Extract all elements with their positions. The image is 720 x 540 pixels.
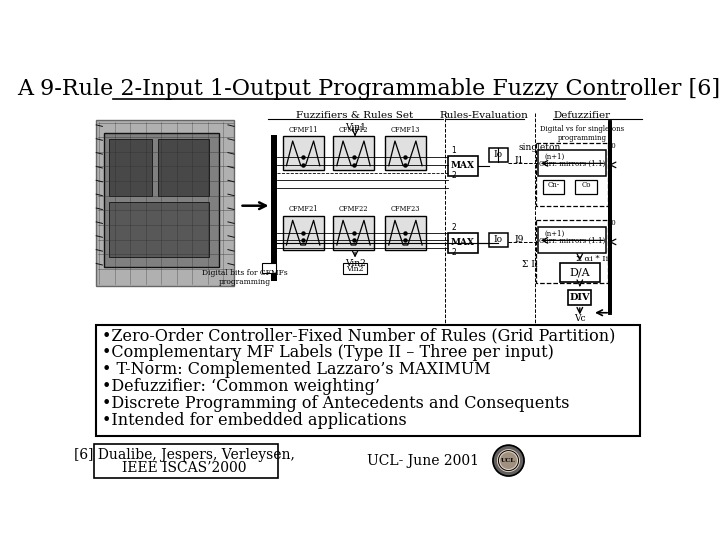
Bar bbox=[343, 264, 366, 274]
Text: (n+1): (n+1) bbox=[544, 230, 564, 238]
Circle shape bbox=[498, 450, 519, 471]
Circle shape bbox=[493, 445, 524, 476]
Text: •Discrete Programming of Antecedents and Consequents: •Discrete Programming of Antecedents and… bbox=[102, 395, 570, 412]
Bar bbox=[448, 233, 477, 253]
Text: Io: Io bbox=[494, 150, 503, 159]
Bar bbox=[333, 215, 374, 249]
Text: UCL- June 2001: UCL- June 2001 bbox=[367, 454, 480, 468]
Text: 2: 2 bbox=[451, 248, 456, 257]
Text: Defuzzifier: Defuzzifier bbox=[554, 111, 611, 120]
Bar bbox=[538, 150, 606, 177]
Text: •Defuzzifier: ‘Common weighting’: •Defuzzifier: ‘Common weighting’ bbox=[102, 378, 380, 395]
Text: I1: I1 bbox=[515, 157, 524, 165]
Bar bbox=[543, 180, 564, 194]
Bar bbox=[568, 289, 591, 305]
Text: CFMF13: CFMF13 bbox=[391, 126, 420, 134]
Text: MAX: MAX bbox=[451, 238, 474, 247]
Bar bbox=[271, 135, 276, 281]
Bar bbox=[158, 139, 209, 197]
FancyBboxPatch shape bbox=[94, 444, 279, 477]
Text: Σ αi * Ii: Σ αi * Ii bbox=[576, 254, 608, 262]
Text: Digital bits for CFMFs
programming: Digital bits for CFMFs programming bbox=[202, 269, 288, 286]
Bar bbox=[262, 264, 276, 273]
Bar bbox=[448, 156, 477, 176]
Text: 2: 2 bbox=[451, 171, 456, 180]
Bar bbox=[489, 148, 508, 162]
Bar bbox=[104, 132, 219, 267]
Bar bbox=[575, 180, 597, 194]
Bar bbox=[489, 233, 508, 247]
Text: Digital vs for singletons
programming: Digital vs for singletons programming bbox=[540, 125, 624, 142]
Text: Co: Co bbox=[581, 181, 590, 189]
Text: Curr. mirrors (1:1): Curr. mirrors (1:1) bbox=[539, 237, 606, 245]
Text: A 9-Rule 2-Input 1-Output Programmable Fuzzy Controller [6]: A 9-Rule 2-Input 1-Output Programmable F… bbox=[17, 78, 720, 100]
Text: DIV: DIV bbox=[570, 293, 590, 302]
Bar bbox=[109, 202, 209, 257]
Text: IEEE ISCAS’2000: IEEE ISCAS’2000 bbox=[122, 461, 247, 475]
Text: D/A: D/A bbox=[570, 268, 590, 278]
Text: •Zero-Order Controller-Fixed Number of Rules (Grid Partition): •Zero-Order Controller-Fixed Number of R… bbox=[102, 327, 616, 345]
FancyBboxPatch shape bbox=[96, 325, 640, 436]
Bar bbox=[282, 215, 324, 249]
Text: MAX: MAX bbox=[451, 161, 474, 170]
Text: Σ Ii: Σ Ii bbox=[522, 260, 538, 268]
Bar bbox=[559, 264, 600, 282]
Text: UCL: UCL bbox=[501, 458, 516, 463]
Text: 1: 1 bbox=[451, 146, 456, 156]
Text: CFMF12: CFMF12 bbox=[338, 126, 368, 134]
Text: Vin1: Vin1 bbox=[345, 123, 366, 132]
Bar bbox=[608, 122, 612, 313]
Text: CFMF21: CFMF21 bbox=[289, 205, 318, 213]
Text: • T-Norm: Complemented Lazzaro’s MAXIMUM: • T-Norm: Complemented Lazzaro’s MAXIMUM bbox=[102, 361, 491, 378]
Text: Io: Io bbox=[494, 235, 503, 244]
Text: I9: I9 bbox=[515, 235, 524, 244]
Text: (n+1): (n+1) bbox=[544, 153, 564, 161]
Bar bbox=[385, 215, 426, 249]
Text: Curr. mirrors (1:1): Curr. mirrors (1:1) bbox=[539, 159, 606, 167]
Text: •Intended for embedded applications: •Intended for embedded applications bbox=[102, 412, 407, 429]
Text: Vin2: Vin2 bbox=[346, 265, 364, 273]
Circle shape bbox=[500, 453, 516, 468]
Text: CFMF11: CFMF11 bbox=[289, 126, 318, 134]
Text: Vin2: Vin2 bbox=[345, 259, 366, 268]
Bar bbox=[538, 226, 606, 253]
Bar bbox=[385, 137, 426, 170]
Text: •Complementary MF Labels (Type II – Three per input): •Complementary MF Labels (Type II – Thre… bbox=[102, 345, 554, 361]
Text: o0: o0 bbox=[608, 142, 616, 150]
Text: Vc: Vc bbox=[574, 314, 585, 323]
Bar bbox=[282, 137, 324, 170]
Text: o0: o0 bbox=[608, 219, 616, 227]
Bar bbox=[109, 139, 152, 197]
Text: [6] Dualibe, Jespers, Verleysen,: [6] Dualibe, Jespers, Verleysen, bbox=[74, 448, 295, 462]
Text: CFMF23: CFMF23 bbox=[391, 205, 420, 213]
Bar bbox=[333, 137, 374, 170]
Text: Fuzzifiers & Rules Set: Fuzzifiers & Rules Set bbox=[297, 111, 414, 120]
Text: 2: 2 bbox=[451, 224, 456, 232]
Text: Rules-Evaluation: Rules-Evaluation bbox=[439, 111, 528, 120]
Text: Cn-: Cn- bbox=[547, 181, 559, 189]
Bar bbox=[96, 120, 234, 286]
Text: CFMF22: CFMF22 bbox=[338, 205, 368, 213]
Text: singleton: singleton bbox=[518, 143, 561, 152]
